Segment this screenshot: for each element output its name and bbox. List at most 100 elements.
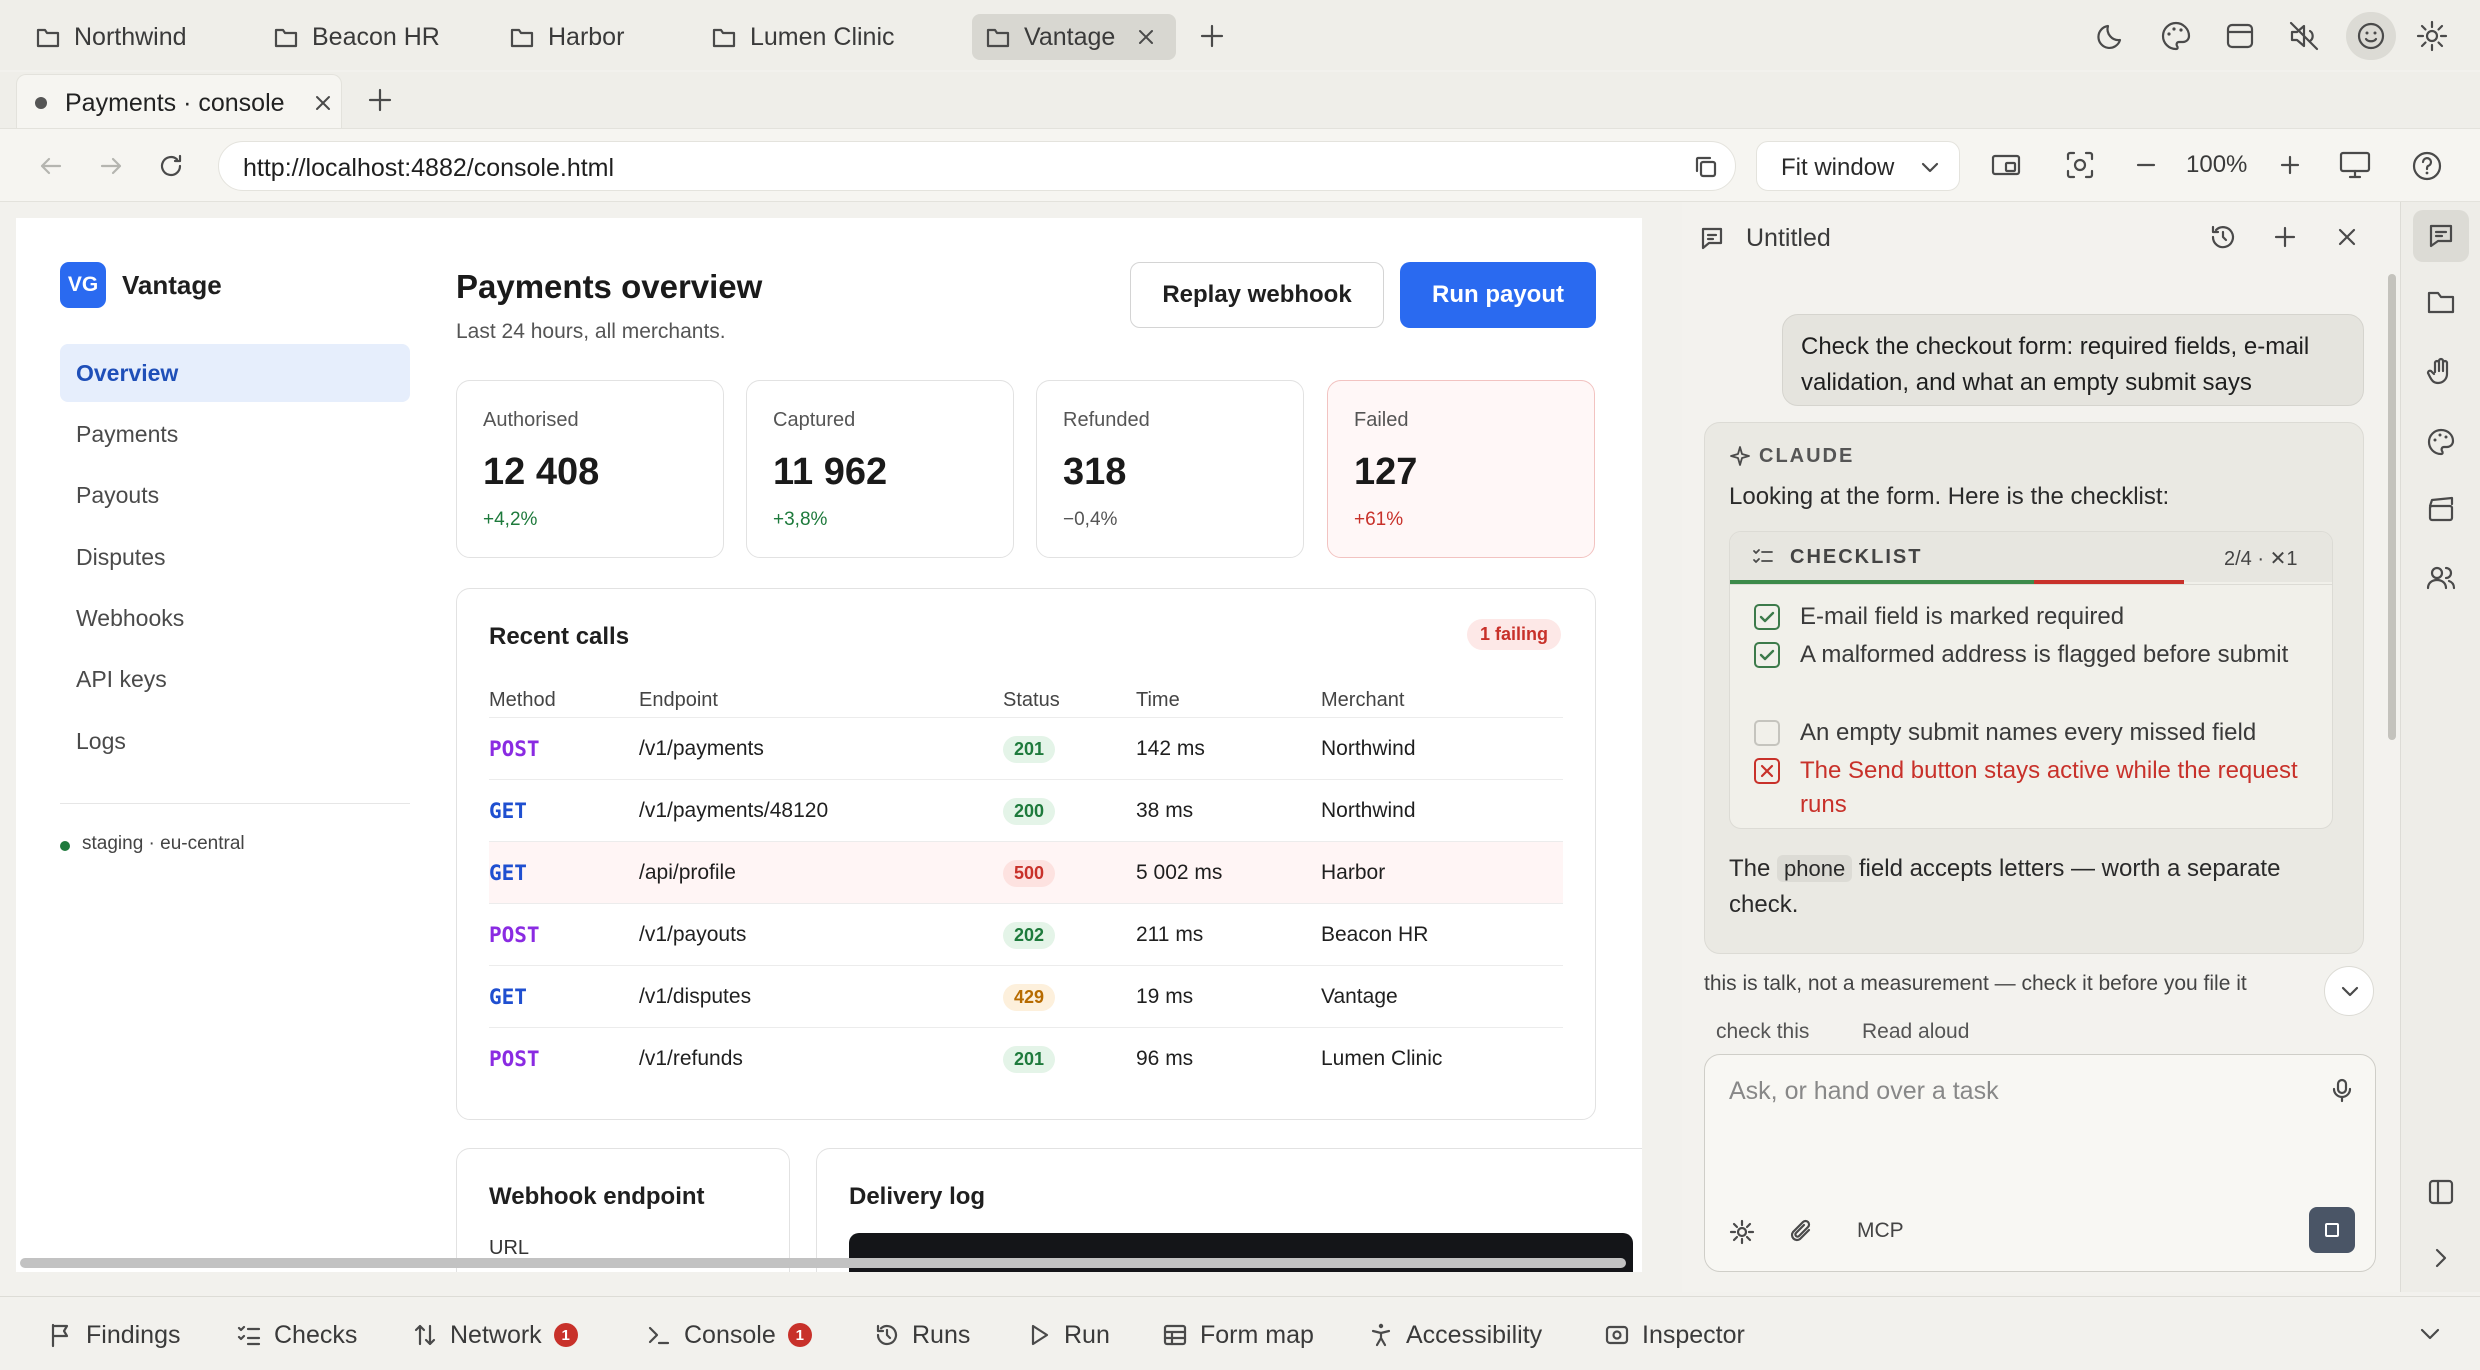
users-icon[interactable] bbox=[2423, 560, 2459, 596]
collapse-chevron-icon[interactable] bbox=[2418, 1323, 2442, 1345]
screenshot-icon[interactable] bbox=[2064, 149, 2096, 181]
history-icon[interactable] bbox=[2208, 222, 2238, 252]
paperclip-icon[interactable] bbox=[1787, 1217, 1817, 1247]
workspace-tab-harbor[interactable]: Harbor bbox=[496, 14, 638, 60]
microphone-icon[interactable] bbox=[2331, 1077, 2353, 1103]
sidebar-item-api-keys[interactable]: API keys bbox=[60, 650, 410, 708]
sidebar-item-payments[interactable]: Payments bbox=[60, 405, 410, 463]
form-map-tab[interactable]: Form map bbox=[1162, 1315, 1314, 1355]
folder-icon[interactable] bbox=[2423, 284, 2459, 320]
workspace-tab-beacon-hr[interactable]: Beacon HR bbox=[260, 14, 454, 60]
network-tab[interactable]: Network 1 bbox=[412, 1315, 578, 1355]
checklist-item[interactable]: An empty submit names every missed field bbox=[1754, 716, 2324, 750]
url-text: http://localhost:4882/console.html bbox=[243, 154, 615, 182]
terminal-icon bbox=[648, 1326, 670, 1345]
console-error-count: 1 bbox=[787, 1323, 812, 1347]
runs-tab[interactable]: Runs bbox=[874, 1315, 970, 1355]
sidebar-item-disputes[interactable]: Disputes bbox=[60, 528, 410, 586]
panel-scrollbar-thumb[interactable] bbox=[2388, 274, 2396, 740]
back-arrow-icon[interactable] bbox=[36, 151, 66, 181]
url-bar[interactable]: http://localhost:4882/console.html bbox=[218, 141, 1736, 191]
sidebar-item-overview[interactable]: Overview bbox=[60, 344, 410, 402]
webhook-endpoint-card: Webhook endpoint URL bbox=[456, 1148, 790, 1272]
status-badge: 429 bbox=[1003, 983, 1056, 1011]
table-row[interactable]: POST /v1/refunds 201 96 ms Lumen Clinic bbox=[489, 1027, 1563, 1089]
responsive-view-icon[interactable] bbox=[1990, 151, 2022, 181]
workspace-tab-northwind[interactable]: Northwind bbox=[22, 14, 201, 60]
settings-gear-icon[interactable] bbox=[1727, 1217, 1757, 1247]
workspace-tab-lumen-clinic[interactable]: Lumen Clinic bbox=[698, 14, 909, 60]
new-chat-plus-icon[interactable] bbox=[2272, 224, 2298, 250]
zoom-in-icon[interactable] bbox=[2278, 153, 2302, 177]
stat-card-failed: Failed 127 +61% bbox=[1327, 380, 1595, 558]
reload-icon[interactable] bbox=[156, 151, 186, 181]
checklist-item-failed[interactable]: The Send button stays active while the r… bbox=[1754, 754, 2324, 822]
check-this-action[interactable]: check this bbox=[1716, 1020, 1810, 1040]
new-tab-plus-icon[interactable] bbox=[1198, 22, 1226, 50]
help-icon[interactable] bbox=[2410, 149, 2444, 183]
sidebar-toggle-icon[interactable] bbox=[2423, 1174, 2459, 1210]
recent-calls-card: Recent calls 1 failing Method Endpoint S… bbox=[456, 588, 1596, 1120]
copy-icon[interactable] bbox=[1693, 154, 1719, 180]
close-icon[interactable] bbox=[315, 95, 331, 111]
smile-icon bbox=[2357, 22, 2385, 50]
stat-value: 11 962 bbox=[773, 451, 888, 493]
sidebar-item-logs[interactable]: Logs bbox=[60, 712, 410, 770]
mute-icon[interactable] bbox=[2286, 18, 2322, 54]
console-tab[interactable]: Console 1 bbox=[646, 1315, 812, 1355]
new-page-tab-icon[interactable] bbox=[366, 86, 394, 114]
table-row-failing[interactable]: GET /api/profile 500 5 002 ms Harbor bbox=[489, 841, 1563, 903]
findings-tab[interactable]: Findings bbox=[48, 1315, 181, 1355]
run-label: Run bbox=[1064, 1320, 1110, 1349]
gear-icon[interactable] bbox=[2414, 18, 2450, 54]
palette-icon[interactable] bbox=[2423, 424, 2459, 460]
merchant-cell: Harbor bbox=[1321, 861, 1386, 884]
desktop-icon[interactable] bbox=[2338, 149, 2372, 181]
profile-button[interactable] bbox=[2346, 12, 2396, 60]
accessibility-tab[interactable]: Accessibility bbox=[1368, 1315, 1542, 1355]
tab-label: Beacon HR bbox=[312, 22, 440, 51]
read-aloud-action[interactable]: Read aloud bbox=[1862, 1020, 1970, 1040]
scroll-to-bottom-button[interactable] bbox=[2324, 966, 2374, 1016]
workspace-tab-vantage[interactable]: Vantage bbox=[972, 14, 1176, 60]
window-icon[interactable] bbox=[2222, 18, 2258, 54]
replay-webhook-button[interactable]: Replay webhook bbox=[1130, 262, 1384, 328]
checkbox-checked[interactable] bbox=[1754, 642, 1780, 668]
checkbox-empty[interactable] bbox=[1754, 720, 1780, 746]
zoom-out-icon[interactable] bbox=[2134, 153, 2158, 177]
history-icon bbox=[876, 1324, 898, 1346]
close-panel-icon[interactable] bbox=[2336, 226, 2358, 248]
checkbox-checked[interactable] bbox=[1754, 604, 1780, 630]
table-row[interactable]: GET /v1/disputes 429 19 ms Vantage bbox=[489, 965, 1563, 1027]
close-icon[interactable] bbox=[1137, 28, 1155, 46]
mcp-button[interactable]: MCP bbox=[1857, 1219, 1904, 1242]
table-row[interactable]: POST /v1/payments 201 142 ms Northwind bbox=[489, 717, 1563, 779]
inspector-tab[interactable]: Inspector bbox=[1604, 1315, 1745, 1355]
chevron-right-icon[interactable] bbox=[2423, 1240, 2459, 1276]
checklist-item[interactable]: A malformed address is flagged before su… bbox=[1754, 638, 2324, 672]
checklist-item[interactable]: E-mail field is marked required bbox=[1754, 600, 2324, 634]
checkbox-failed[interactable] bbox=[1754, 758, 1780, 784]
column-header-method: Method bbox=[489, 689, 556, 711]
run-payout-button[interactable]: Run payout bbox=[1400, 262, 1596, 328]
table-row[interactable]: POST /v1/payouts 202 211 ms Beacon HR bbox=[489, 903, 1563, 965]
forward-arrow-icon[interactable] bbox=[96, 151, 126, 181]
fit-window-select[interactable]: Fit window bbox=[1756, 141, 1960, 191]
stop-button[interactable] bbox=[2309, 1207, 2355, 1253]
rail-chat-button[interactable] bbox=[2413, 210, 2469, 262]
horizontal-scrollbar-thumb[interactable] bbox=[20, 1258, 1626, 1268]
chat-icon bbox=[1701, 227, 1723, 250]
endpoint-cell: /v1/refunds bbox=[639, 1047, 743, 1070]
table-row[interactable]: GET /v1/payments/48120 200 38 ms Northwi… bbox=[489, 779, 1563, 841]
palette-icon[interactable] bbox=[2158, 18, 2194, 54]
page-tab-active[interactable]: Payments · console bbox=[16, 74, 342, 128]
composer-input[interactable]: Ask, or hand over a task bbox=[1729, 1077, 1999, 1105]
sidebar-item-webhooks[interactable]: Webhooks bbox=[60, 589, 410, 647]
run-tab[interactable]: Run bbox=[1026, 1315, 1110, 1355]
composer[interactable]: Ask, or hand over a task MCP bbox=[1704, 1054, 2376, 1272]
clapperboard-icon[interactable] bbox=[2423, 492, 2459, 528]
hand-icon[interactable] bbox=[2423, 354, 2459, 390]
moon-icon[interactable] bbox=[2094, 18, 2130, 54]
sidebar-item-payouts[interactable]: Payouts bbox=[60, 466, 410, 524]
checks-tab[interactable]: Checks bbox=[236, 1315, 357, 1355]
